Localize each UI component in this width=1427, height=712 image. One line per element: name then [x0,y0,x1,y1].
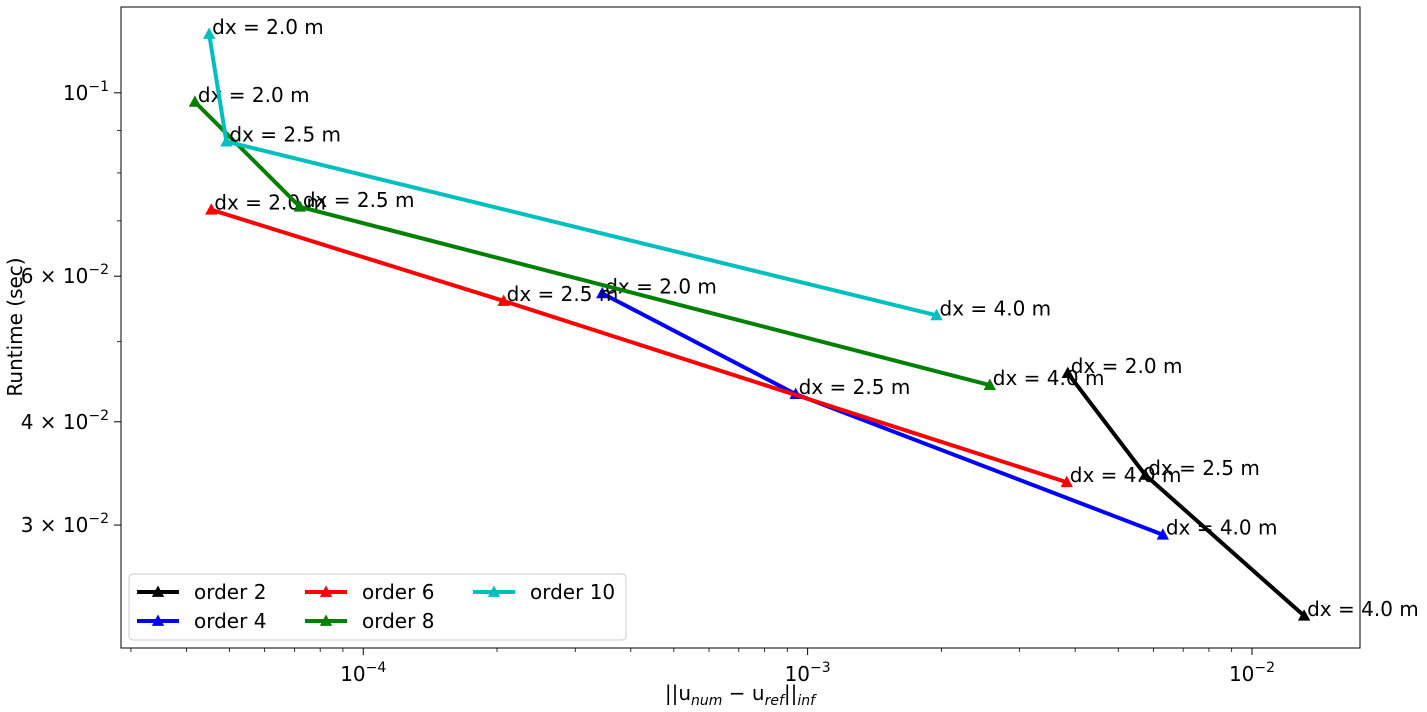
point-annotation: dx = 2.5 m [229,123,341,147]
data-point-marker [293,200,307,212]
data-point-marker [188,95,202,107]
point-annotation: dx = 2.0 m [212,15,324,39]
data-point-marker [596,286,609,299]
series-line [1066,371,1306,618]
y-tick-label: 6 × 10−2 [21,262,109,288]
point-annotation: dx = 2.5 m [303,188,415,212]
legend: order 2 order 4 order 6 order 8 order 10 [128,573,627,641]
point-annotation: dx = 2.0 m [605,274,717,298]
data-point-marker [202,27,216,39]
data-point-marker [497,294,510,306]
data-point-marker [220,135,233,147]
y-tick-label: 10−1 [63,79,109,105]
data-point-marker [930,308,943,321]
series-line [207,33,937,318]
data-point-marker [1297,609,1311,621]
x-tick-label: 10−3 [785,660,831,686]
data-point-marker [1156,528,1170,540]
point-annotation: dx = 2.5 m [1148,456,1260,480]
legend-label: order 4 [194,609,266,633]
data-point-marker [1139,468,1152,480]
y-tick-label: 3 × 10−2 [21,511,109,537]
data-point-marker [1061,366,1074,379]
x-tick-label: 10−4 [340,660,386,686]
legend-swatch-marker [151,585,165,597]
legend-item: order 10 [473,580,615,604]
data-point-marker [205,203,218,215]
legend-swatch-marker [487,585,501,597]
legend-item: order 8 [305,609,434,633]
legend-label: order 6 [362,580,434,604]
data-point-marker [1060,475,1073,488]
legend-label: order 2 [194,580,266,604]
series-order-8: dx = 2.0 m dx = 2.5 m dx = 4.0 m [188,83,1105,390]
point-annotation: dx = 4.0 m [1070,463,1182,487]
x-axis-title: ||unum − uref||inf [665,681,817,709]
legend-label: order 8 [362,609,434,633]
plot-area: dx = 2.0 mdx = 2.5 mdx = 4.0 mdx = 2.0 m… [188,15,1419,621]
series-order-10: dx = 2.0 m dx = 2.5 m dx = 4.0 m [202,15,1052,321]
point-annotation: dx = 2.0 m [1071,354,1183,378]
y-axis-title: Runtime (sec) [3,257,27,396]
legend-label: order 10 [530,580,615,604]
legend-swatch-marker [319,614,333,626]
axis-ticks: 10−4 10−3 10−2 10−1 6 × 10−2 4 × 10−2 3 × 10−2 [21,79,1275,686]
point-annotation: dx = 4.0 m [993,366,1105,390]
point-annotation: dx = 4.0 m [1166,516,1278,540]
series-line [210,207,1068,485]
axes-frame [120,6,1361,649]
y-tick-label: 4 × 10−2 [21,408,109,434]
point-annotation: dx = 2.0 m [198,83,310,107]
legend-item: order 2 [137,580,266,604]
legend-item: order 6 [305,580,434,604]
legend-swatch-marker [151,614,165,626]
series-order-2: dx = 2.0 mdx = 2.5 mdx = 4.0 m [1061,354,1419,621]
point-annotation: dx = 4.0 m [940,296,1052,320]
legend-item: order 4 [137,609,266,633]
legend-swatch-marker [319,585,333,597]
point-annotation: dx = 4.0 m [1307,597,1419,621]
point-annotation: dx = 2.5 m [799,375,911,399]
data-point-marker [983,378,996,390]
series-line [601,291,1164,537]
x-tick-label: 10−2 [1229,660,1275,686]
